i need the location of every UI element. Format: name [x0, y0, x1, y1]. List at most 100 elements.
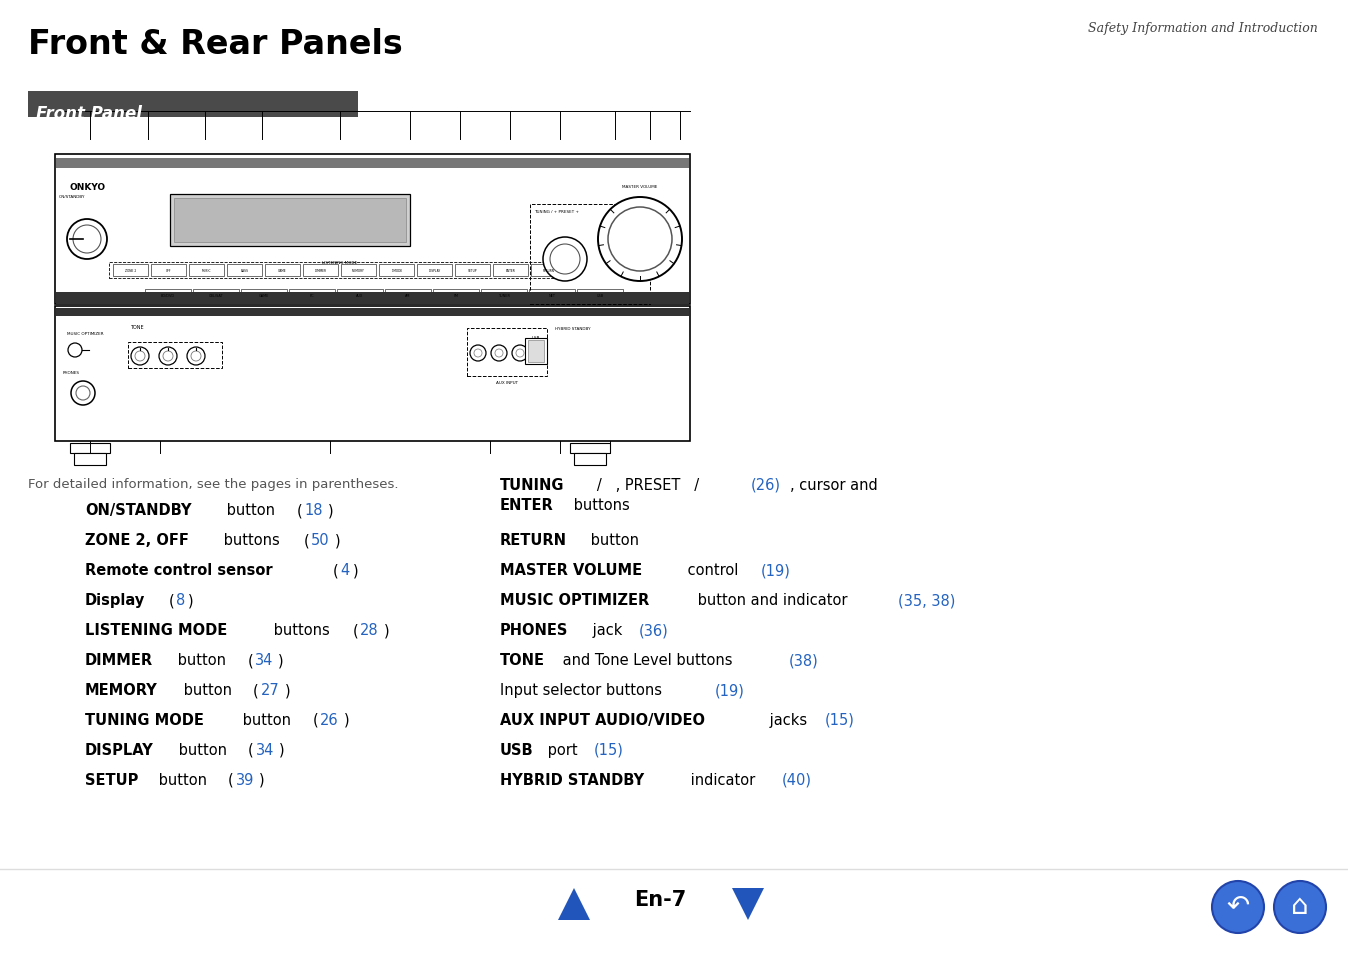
- Bar: [341, 265, 376, 276]
- Text: BD/DVD: BD/DVD: [160, 294, 175, 297]
- Text: Front & Rear Panels: Front & Rear Panels: [28, 28, 403, 61]
- Bar: [170, 194, 410, 247]
- Text: Front Panel: Front Panel: [36, 105, 142, 123]
- Bar: [28, 91, 359, 118]
- Bar: [146, 290, 191, 302]
- Text: MUSIC: MUSIC: [202, 269, 212, 273]
- Text: 27: 27: [260, 682, 279, 698]
- Bar: [570, 443, 611, 454]
- Text: (: (: [353, 622, 359, 638]
- Text: TUNING MODE: TUNING MODE: [85, 712, 204, 727]
- Circle shape: [135, 352, 146, 361]
- Circle shape: [163, 352, 173, 361]
- Bar: [456, 265, 491, 276]
- Bar: [193, 290, 239, 302]
- Text: 50: 50: [311, 533, 329, 547]
- Text: (35, 38): (35, 38): [898, 593, 956, 607]
- Text: jacks: jacks: [764, 712, 811, 727]
- Text: TUNER: TUNER: [497, 294, 510, 297]
- Text: OFF: OFF: [166, 269, 171, 273]
- Bar: [55, 154, 690, 305]
- Text: AUX INPUT: AUX INPUT: [496, 380, 518, 385]
- Text: ): ): [284, 682, 290, 698]
- Text: (: (: [228, 772, 235, 787]
- Text: GAME: GAME: [259, 294, 270, 297]
- Text: LISTENING MODE: LISTENING MODE: [322, 261, 357, 265]
- Text: MEMORY: MEMORY: [85, 682, 158, 698]
- Text: indicator: indicator: [686, 772, 760, 787]
- Bar: [524, 338, 547, 365]
- Text: control: control: [683, 562, 743, 578]
- Circle shape: [599, 198, 682, 282]
- Bar: [174, 199, 406, 243]
- Text: SETUP: SETUP: [85, 772, 139, 787]
- Text: /   , PRESET   /: / , PRESET /: [584, 477, 713, 493]
- Bar: [303, 265, 338, 276]
- Circle shape: [491, 346, 507, 361]
- Text: SETUP: SETUP: [468, 269, 477, 273]
- Text: (: (: [313, 712, 318, 727]
- Text: button: button: [179, 682, 236, 698]
- Circle shape: [1212, 882, 1264, 933]
- Bar: [113, 265, 148, 276]
- Polygon shape: [732, 888, 764, 920]
- Text: ON/STANDBY: ON/STANDBY: [85, 502, 191, 517]
- Circle shape: [67, 220, 106, 260]
- Bar: [74, 454, 106, 465]
- Text: ): ): [279, 652, 284, 667]
- Text: PHONES: PHONES: [63, 371, 80, 375]
- Text: HYBRID STANDBY: HYBRID STANDBY: [555, 327, 590, 331]
- Circle shape: [512, 346, 528, 361]
- Bar: [189, 265, 224, 276]
- Polygon shape: [558, 888, 590, 920]
- Circle shape: [187, 348, 205, 366]
- Text: ): ): [189, 593, 194, 607]
- Bar: [466, 329, 547, 376]
- Text: 28: 28: [360, 622, 379, 638]
- Circle shape: [131, 348, 150, 366]
- Text: and Tone Level buttons: and Tone Level buttons: [558, 652, 737, 667]
- Text: 34: 34: [256, 742, 274, 758]
- Text: ): ): [344, 712, 350, 727]
- Circle shape: [67, 344, 82, 357]
- Text: 4: 4: [341, 562, 349, 578]
- Bar: [70, 443, 111, 454]
- Text: ↶: ↶: [1227, 891, 1250, 919]
- Text: GAME: GAME: [278, 269, 287, 273]
- Circle shape: [1274, 882, 1326, 933]
- Circle shape: [550, 245, 580, 274]
- Text: 26: 26: [321, 712, 338, 727]
- Bar: [379, 265, 414, 276]
- Bar: [57, 293, 689, 298]
- Text: ENTER: ENTER: [506, 269, 515, 273]
- Text: LISTENING MODE: LISTENING MODE: [85, 622, 228, 638]
- Text: MASTER VOLUME: MASTER VOLUME: [500, 562, 642, 578]
- Text: NET: NET: [549, 294, 555, 297]
- Bar: [417, 265, 452, 276]
- Text: (: (: [168, 593, 174, 607]
- Text: PC: PC: [310, 294, 314, 297]
- Text: RETURN: RETURN: [500, 533, 568, 547]
- Text: Remote control sensor: Remote control sensor: [85, 562, 272, 578]
- Bar: [528, 290, 576, 302]
- Bar: [531, 265, 566, 276]
- Bar: [528, 340, 545, 363]
- Text: (19): (19): [714, 682, 745, 698]
- Text: FM: FM: [453, 294, 458, 297]
- Bar: [151, 265, 186, 276]
- Text: button and indicator: button and indicator: [693, 593, 852, 607]
- Text: (: (: [303, 533, 309, 547]
- Text: button: button: [586, 533, 639, 547]
- Text: DISPLAY: DISPLAY: [85, 742, 154, 758]
- Text: ZONE 2, OFF: ZONE 2, OFF: [85, 533, 189, 547]
- Circle shape: [71, 381, 94, 406]
- Bar: [337, 290, 383, 302]
- Text: MUSIC OPTIMIZER: MUSIC OPTIMIZER: [67, 332, 104, 335]
- Text: AM: AM: [406, 294, 411, 297]
- Text: 8: 8: [177, 593, 186, 607]
- Text: (: (: [297, 502, 302, 517]
- Text: button: button: [239, 712, 297, 727]
- Text: ON/STANDBY: ON/STANDBY: [59, 194, 85, 199]
- Circle shape: [159, 348, 177, 366]
- Circle shape: [495, 350, 503, 357]
